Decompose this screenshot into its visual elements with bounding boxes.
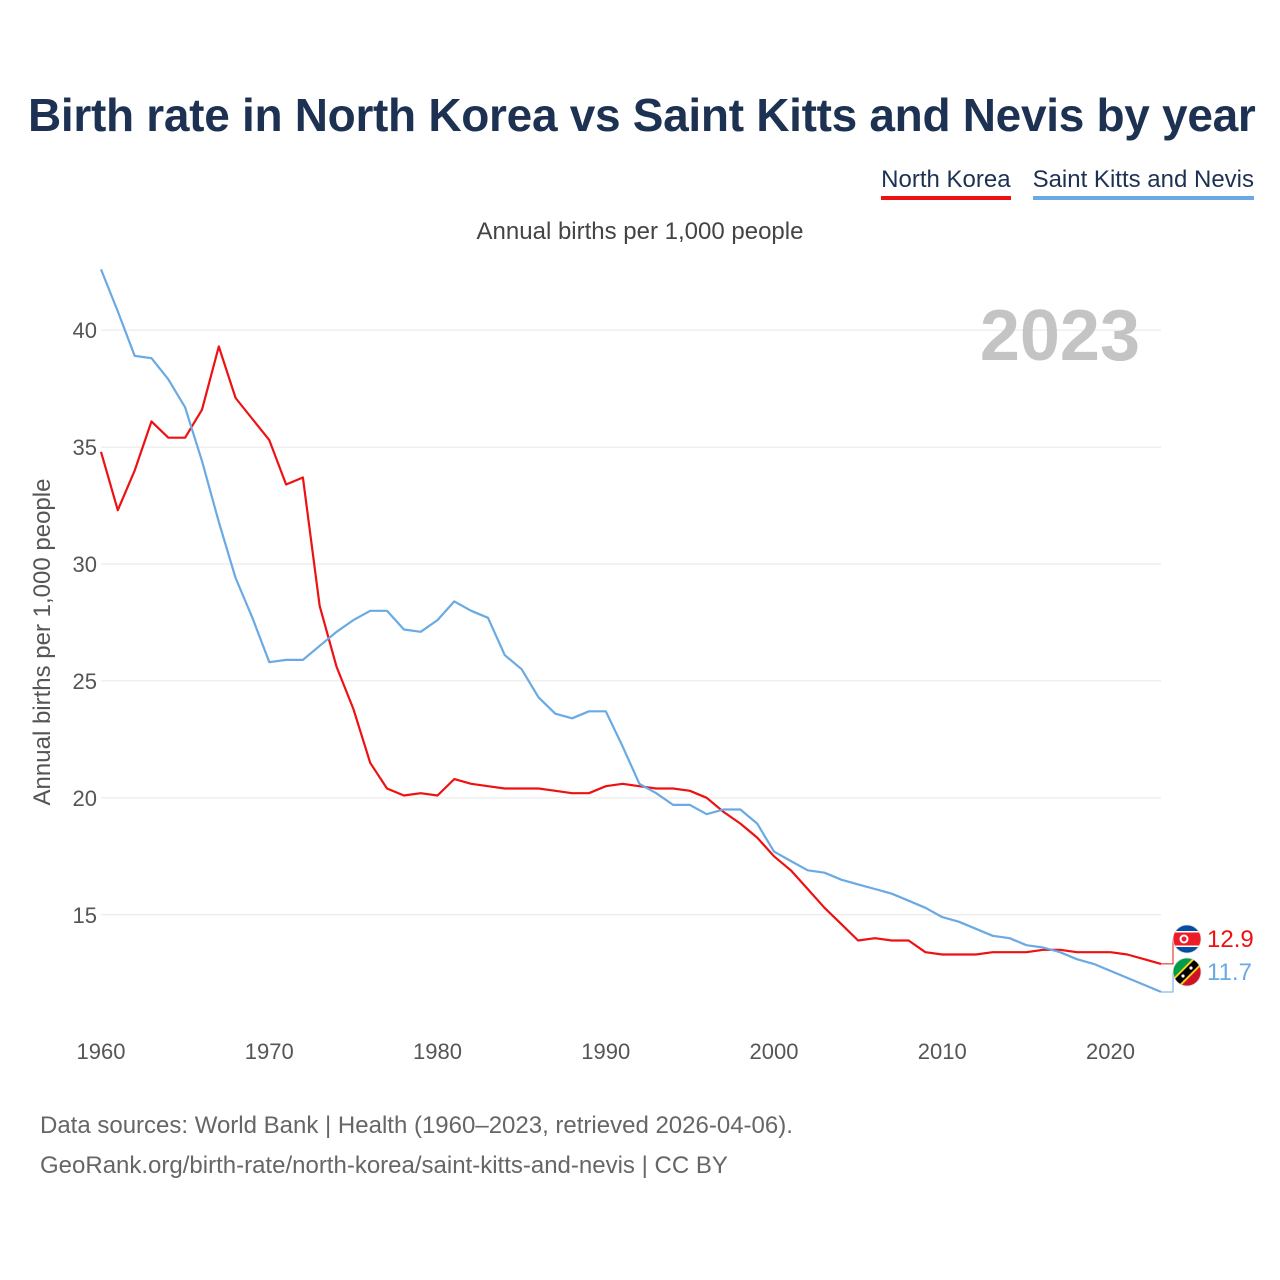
y-axis-ticks: 15 20 25 30 35 40: [73, 318, 97, 928]
end-connector: [1161, 972, 1174, 993]
y-tick-label: 40: [73, 318, 97, 343]
x-tick-label: 1960: [77, 1039, 126, 1064]
x-tick-label: 1990: [581, 1039, 630, 1064]
end-labels: 12.9 11.7: [1161, 924, 1254, 993]
y-tick-label: 25: [73, 669, 97, 694]
chart-title: Birth rate in North Korea vs Saint Kitts…: [28, 89, 1256, 141]
y-tick-label: 30: [73, 552, 97, 577]
year-watermark: 2023: [980, 296, 1140, 376]
y-tick-label: 20: [73, 786, 97, 811]
chart-subtitle: Annual births per 1,000 people: [476, 218, 804, 245]
legend: North Korea Saint Kitts and Nevis: [881, 166, 1254, 200]
x-tick-label: 1980: [413, 1039, 462, 1064]
y-axis-label: Annual births per 1,000 people: [29, 479, 56, 806]
end-connector: [1161, 939, 1174, 965]
x-tick-label: 2010: [918, 1039, 967, 1064]
end-value-label-north-korea: 12.9: [1207, 926, 1254, 953]
x-axis-ticks: 1960 1970 1980 1990 2000 2010 2020: [77, 1039, 1135, 1064]
source-line-1: Data sources: World Bank | Health (1960–…: [40, 1112, 793, 1139]
legend-item-saint-kitts-and-nevis[interactable]: Saint Kitts and Nevis: [1032, 166, 1254, 200]
source-line-2[interactable]: GeoRank.org/birth-rate/north-korea/saint…: [40, 1152, 728, 1179]
y-tick-label: 35: [73, 435, 97, 460]
gridlines: [101, 329, 1161, 916]
x-tick-label: 2000: [750, 1039, 799, 1064]
legend-item-north-korea[interactable]: North Korea: [881, 166, 1011, 200]
series-lines: [99, 268, 1162, 993]
saint-kitts-and-nevis-flag-icon: [1172, 957, 1202, 987]
north-korea-flag-icon: [1172, 924, 1202, 954]
series-line-saint-kitts-and-nevis[interactable]: [99, 268, 1162, 993]
x-tick-label: 2020: [1086, 1039, 1135, 1064]
y-tick-label: 15: [73, 903, 97, 928]
source-note: Data sources: World Bank | Health (1960–…: [40, 1106, 793, 1186]
x-tick-label: 1970: [245, 1039, 294, 1064]
end-value-label-saint-kitts-and-nevis: 11.7: [1207, 959, 1252, 986]
series-line-north-korea[interactable]: [99, 345, 1162, 965]
